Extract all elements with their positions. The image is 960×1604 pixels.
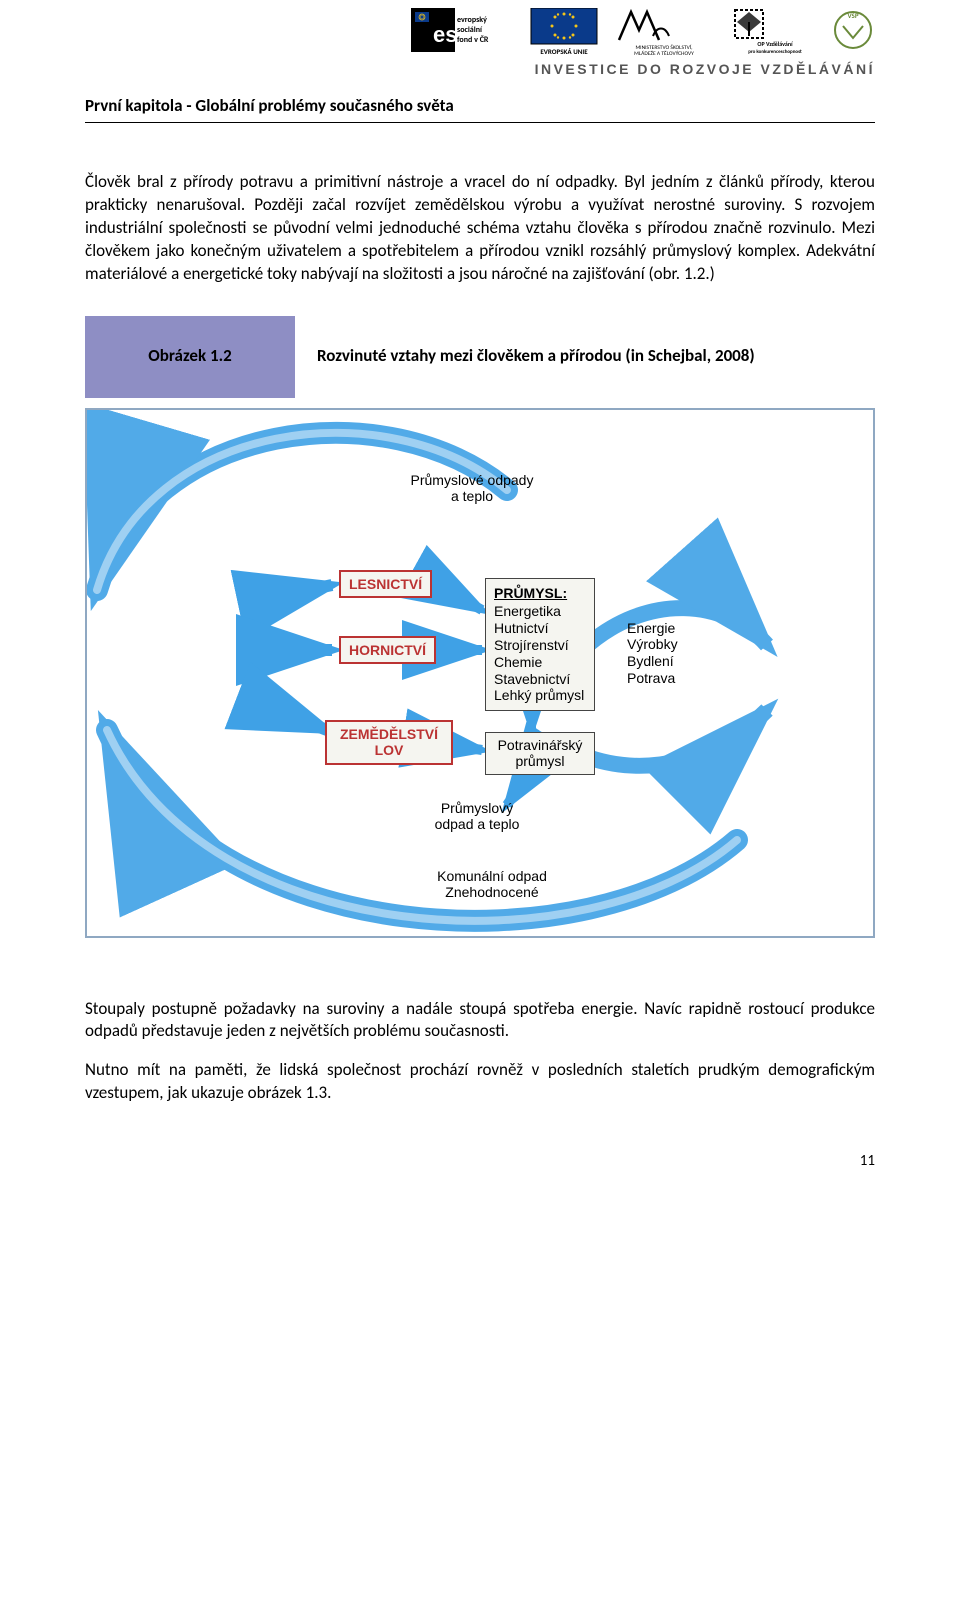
svg-text:pro konkurenceschopnost: pro konkurenceschopnost	[748, 49, 802, 55]
paragraph-1: Člověk bral z přírody potravu a primitiv…	[85, 171, 875, 286]
node-prumysl-hd: PRŮMYSL:	[494, 585, 586, 602]
svg-text:MLÁDEŽE A TĚLOVÝCHOVY: MLÁDEŽE A TĚLOVÝCHOVY	[634, 49, 694, 56]
svg-text:evropský: evropský	[457, 15, 487, 25]
diagram: PŘÍRODA LESNICTVÍ HORNICTVÍ ZEMĚDĚLSTVÍ …	[85, 408, 875, 938]
esf-logo: esf evropský sociální fond v ČR	[411, 8, 519, 56]
page-number: 11	[85, 1121, 875, 1171]
paragraph-3: Nutno mít na paměti, že lidská společnos…	[85, 1059, 875, 1105]
label-odpad-bottom: Průmyslový odpad a teplo	[412, 800, 542, 834]
node-prumysl-lines: Energetika Hutnictví Strojírenství Chemi…	[494, 603, 586, 704]
figure-label: Obrázek 1.2	[85, 316, 295, 398]
figure-label-row: Obrázek 1.2 Rozvinuté vztahy mezi člověk…	[85, 316, 875, 398]
label-odpady-top: Průmyslové odpady a teplo	[387, 472, 557, 506]
figure-caption: Rozvinuté vztahy mezi člověkem a přírodo…	[295, 345, 875, 368]
label-komunal: Komunální odpad Znehodnocené	[407, 868, 577, 902]
invest-tagline: INVESTICE DO ROZVOJE VZDĚLÁVÁNÍ	[85, 58, 875, 89]
svg-text:sociální: sociální	[457, 25, 483, 35]
svg-text:MINISTERSTVO ŠKOLSTVÍ,: MINISTERSTVO ŠKOLSTVÍ,	[635, 44, 693, 51]
svg-text:fond v ČR: fond v ČR	[457, 35, 489, 45]
header-logos: esf evropský sociální fond v ČR EVROPSKÁ…	[85, 0, 875, 58]
svg-text:OP Vzdělávání: OP Vzdělávání	[757, 40, 793, 48]
node-hornictvi: HORNICTVÍ	[339, 636, 436, 665]
node-zemedelstvi: ZEMĚDĚLSTVÍ LOV	[325, 720, 453, 766]
svg-text:VŠP: VŠP	[847, 11, 858, 20]
op-logo: OP Vzdělávání pro konkurenceschopnost	[727, 8, 823, 56]
msmt-logo: MINISTERSTVO ŠKOLSTVÍ, MLÁDEŽE A TĚLOVÝC…	[609, 8, 719, 56]
node-potrav: Potravinářský průmysl	[485, 732, 595, 776]
label-energie: Energie Výrobky Bydlení Potrava	[627, 620, 707, 687]
title-underline	[85, 122, 875, 123]
chapter-title: První kapitola - Globální problémy souča…	[85, 89, 875, 122]
svg-text:EVROPSKÁ UNIE: EVROPSKÁ UNIE	[540, 47, 588, 56]
node-zemedelstvi-l1: ZEMĚDĚLSTVÍ	[340, 726, 438, 742]
eu-logo: EVROPSKÁ UNIE	[527, 8, 601, 56]
vsp-logo: VŠP	[831, 8, 875, 56]
paragraph-2: Stoupaly postupně požadavky na suroviny …	[85, 998, 875, 1044]
node-lesnictvi: LESNICTVÍ	[339, 570, 432, 599]
node-prumysl: PRŮMYSL: Energetika Hutnictví Strojírens…	[485, 578, 595, 712]
node-zemedelstvi-l2: LOV	[375, 742, 404, 758]
